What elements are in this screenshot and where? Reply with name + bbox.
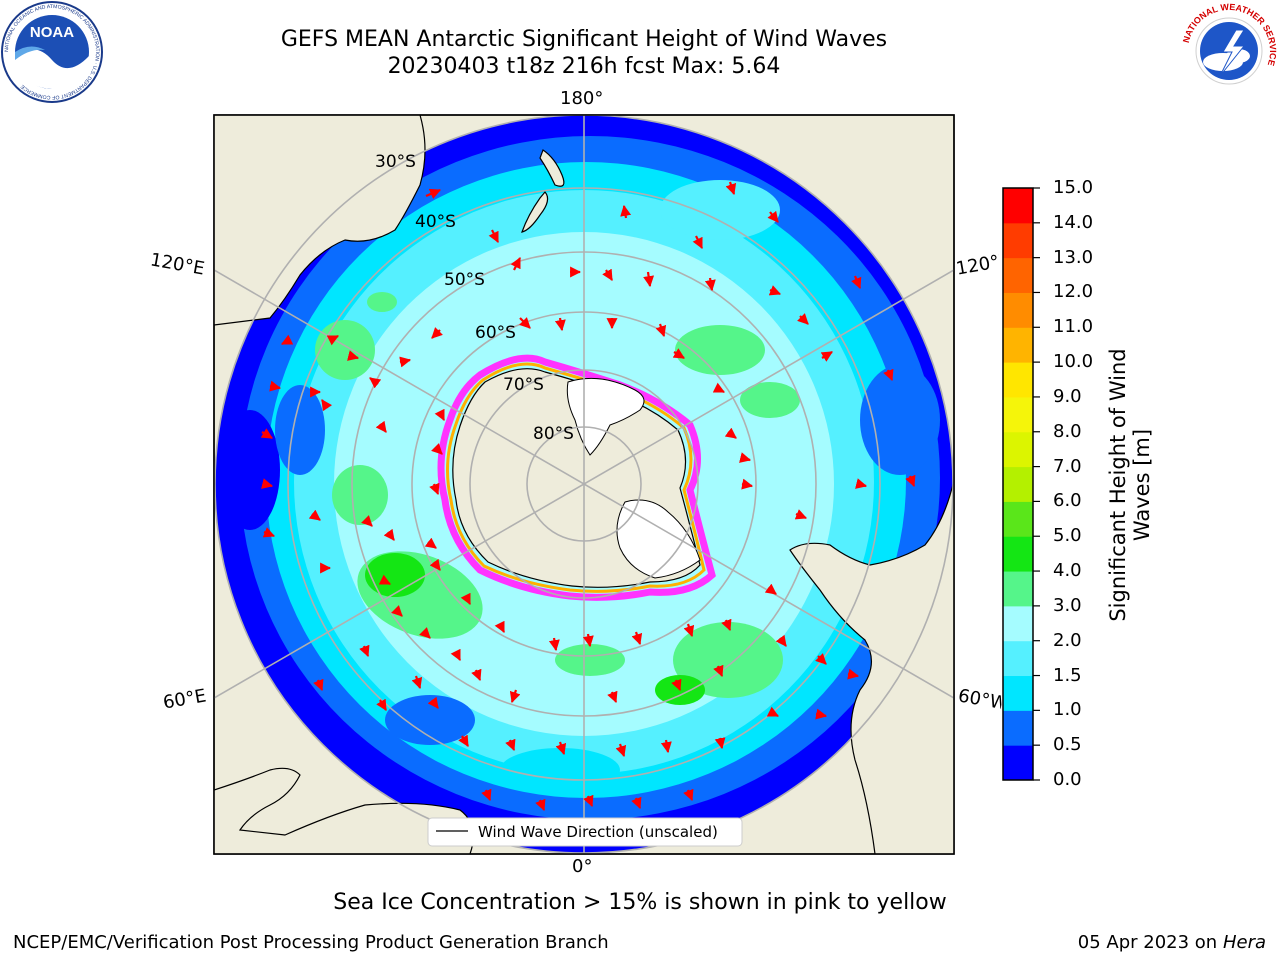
colorbar-segment <box>1003 745 1033 781</box>
colorbar-segment <box>1003 327 1033 363</box>
south-america-land <box>789 479 954 854</box>
colorbar-segment <box>1003 431 1033 468</box>
colorbar-segment <box>1003 605 1033 642</box>
colorbar-segment <box>1003 640 1033 677</box>
footer-credit: NCEP/EMC/Verification Post Processing Pr… <box>13 932 609 953</box>
lon-label-top: 180° <box>560 88 604 109</box>
colorbar-tick-label: 2.0 <box>1053 629 1082 651</box>
ross-ice-shelf <box>566 377 645 456</box>
colorbar-tick-label: 0.5 <box>1053 734 1082 756</box>
colorbar-segment <box>1003 710 1033 746</box>
lat-label-50s: 50°S <box>444 270 485 290</box>
lat-label-40s: 40°S <box>415 212 456 232</box>
colorbar-tick-label: 1.0 <box>1053 699 1082 721</box>
forecast-subtitle: 20230403 t18z 216h fcst Max: 5.64 <box>387 54 781 79</box>
colorbar-tick-label: 7.0 <box>1053 455 1082 477</box>
colorbar <box>1002 187 1040 781</box>
lat-label-80s: 80°S <box>533 424 574 444</box>
colorbar-tick-label: 8.0 <box>1053 420 1082 442</box>
colorbar-tick-label: 4.0 <box>1053 560 1082 582</box>
colorbar-segment <box>1003 675 1033 711</box>
legend-label: Wind Wave Direction (unscaled) <box>478 823 718 841</box>
lon-label-bottom: 0° <box>572 856 593 877</box>
lat-label-30s: 30°S <box>375 152 416 172</box>
weddell-ice-shelf <box>616 499 701 579</box>
colorbar-label: Significant Height of Wind Waves [m] <box>1106 348 1154 622</box>
colorbar-segment <box>1003 362 1033 398</box>
noaa-logo-text: NOAA <box>30 24 74 41</box>
noaa-logo: NOAA NATIONAL OCEANIC AND ATMOSPHERIC AD… <box>1 1 103 103</box>
colorbar-tick-label: 14.0 <box>1053 211 1094 233</box>
colorbar-tick-label: 5.0 <box>1053 525 1082 547</box>
colorbar-segment <box>1003 292 1033 328</box>
colorbar-tick-label: 1.5 <box>1053 664 1082 686</box>
map-legend: Wind Wave Direction (unscaled) <box>427 817 743 847</box>
colorbar-tick-label: 0.0 <box>1053 769 1082 790</box>
colorbar-tick-label: 9.0 <box>1053 385 1082 407</box>
footer-host: Hera <box>1222 932 1266 953</box>
footer-date-text: 05 Apr 2023 on <box>1077 932 1223 953</box>
colorbar-segment <box>1003 222 1033 259</box>
colorbar-tick-label: 6.0 <box>1053 490 1082 512</box>
colorbar-tick-label: 12.0 <box>1053 281 1094 303</box>
colorbar-segment <box>1003 501 1033 537</box>
lat-label-70s: 70°S <box>503 375 544 395</box>
colorbar-segment <box>1003 257 1033 293</box>
colorbar-segment <box>1003 188 1033 224</box>
australia-land <box>214 115 426 326</box>
sea-ice-caption: Sea Ice Concentration > 15% is shown in … <box>333 890 947 915</box>
footer-date: 05 Apr 2023 on Hera <box>1078 932 1266 953</box>
colorbar-tick-label: 15.0 <box>1053 177 1094 198</box>
colorbar-segment <box>1003 536 1033 572</box>
wind-direction-arrows <box>260 181 916 812</box>
colorbar-tick-label: 3.0 <box>1053 594 1082 616</box>
map-title: GEFS MEAN Antarctic Significant Height o… <box>280 27 888 52</box>
colorbar-segment <box>1003 466 1033 502</box>
colorbar-tick-label: 10.0 <box>1053 351 1094 373</box>
graticule <box>214 115 954 854</box>
colorbar-tick-label: 13.0 <box>1053 246 1094 268</box>
colorbar-segment <box>1003 396 1033 433</box>
new-zealand-land <box>521 149 565 233</box>
colorbar-segment <box>1003 571 1033 607</box>
colorbar-tick-label: 11.0 <box>1053 316 1094 338</box>
nws-logo: NATIONAL WEATHER SERVICE <box>1180 2 1278 100</box>
africa-land <box>214 767 474 854</box>
lat-label-60s: 60°S <box>475 323 516 343</box>
